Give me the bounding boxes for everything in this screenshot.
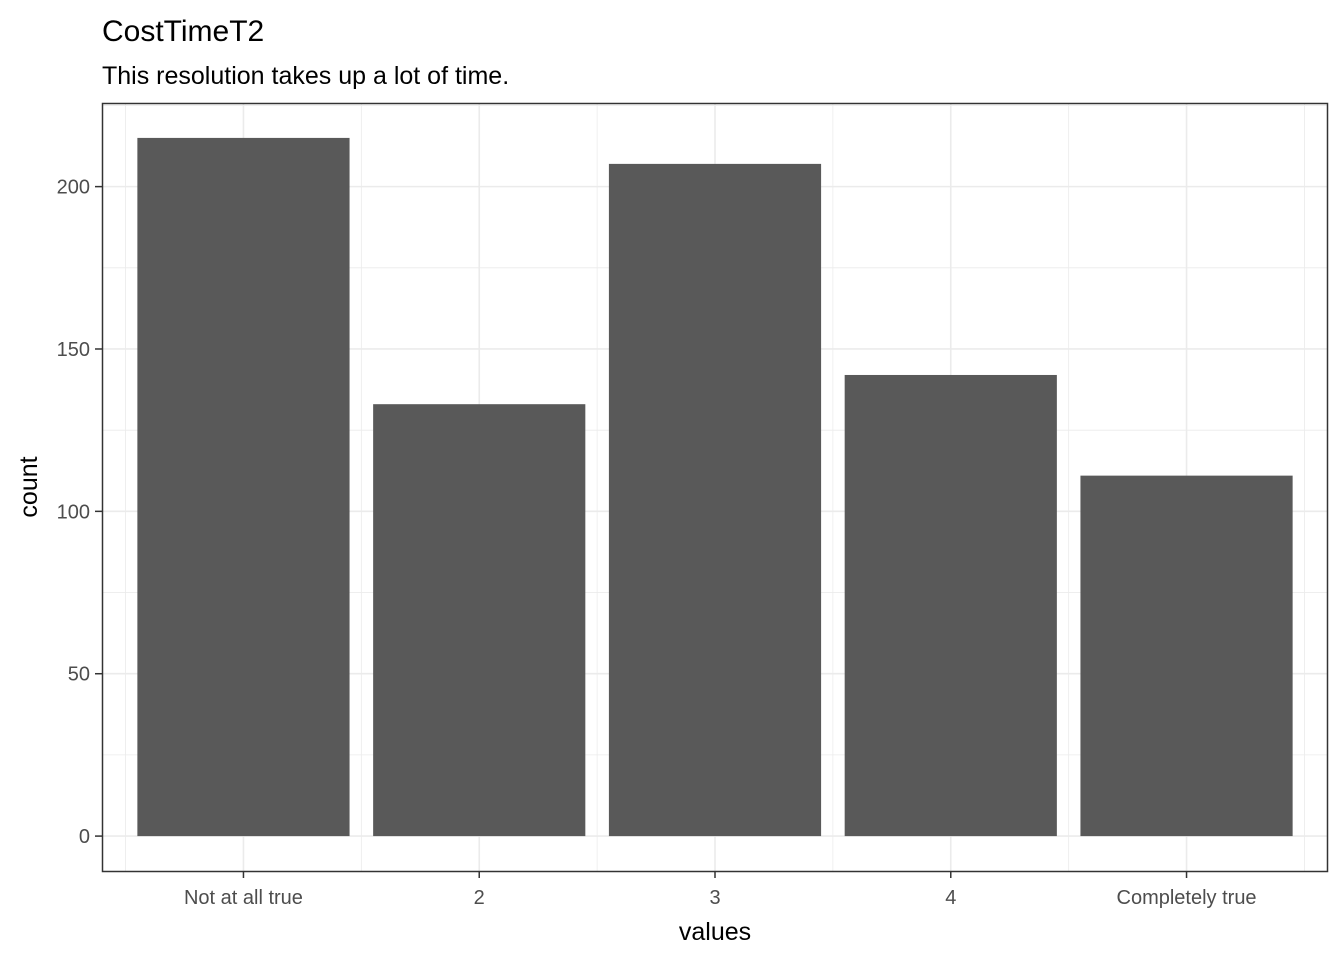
bars	[137, 137, 1293, 837]
x-tick-label: 2	[474, 887, 485, 909]
y-tick-label: 200	[57, 177, 90, 199]
x-tick-label: 3	[709, 887, 720, 909]
bar-2	[373, 404, 586, 837]
y-axis-title: count	[15, 456, 43, 517]
y-tick-label: 100	[57, 501, 90, 523]
y-tick-label: 0	[79, 826, 90, 848]
bar-4	[844, 374, 1057, 837]
y-tick-label: 150	[57, 339, 90, 361]
x-tick-label: 4	[945, 887, 956, 909]
axes: 0 50 100 150 200 Not at all true 2 3 4 Completely…	[57, 177, 1257, 909]
chart-title: CostTimeT2	[102, 15, 264, 48]
bar-3	[608, 163, 822, 837]
x-tick-label: Completely true	[1117, 887, 1257, 909]
x-axis-title: values	[679, 918, 751, 946]
bar-5	[1080, 475, 1293, 837]
x-tick-label: Not at all true	[184, 887, 303, 909]
bar-1	[137, 137, 350, 837]
chart-subtitle: This resolution takes up a lot of time.	[102, 62, 509, 90]
y-tick-label: 50	[68, 664, 90, 686]
